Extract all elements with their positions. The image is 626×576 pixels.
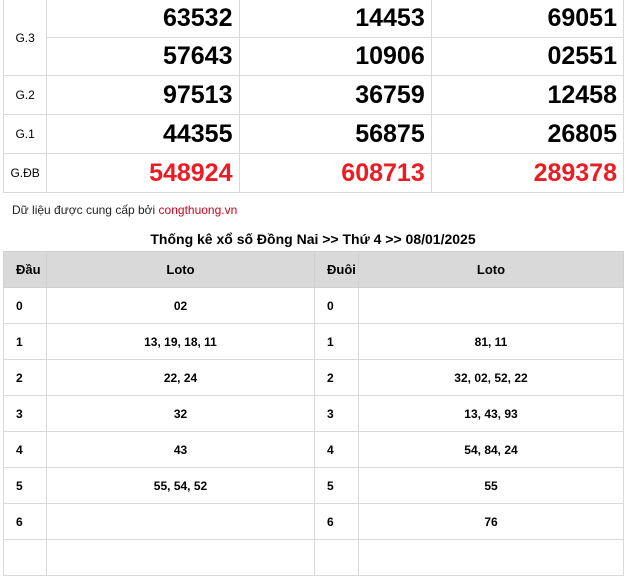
prize-label: G.1 bbox=[2, 114, 48, 154]
duoi-cell: 3 bbox=[314, 395, 359, 432]
prize-number: 97513 bbox=[46, 75, 240, 115]
header-loto: Loto bbox=[46, 251, 315, 288]
loto-table: Đầu Loto Đuôi Loto 0 02 0 1 13, 19, 18, 11 1 8… bbox=[3, 251, 624, 576]
loto-cell: 32, 02, 52, 22 bbox=[358, 359, 624, 396]
special-prize-number: 548924 bbox=[46, 153, 240, 193]
prize-row-g3-b: 57643 10906 02551 bbox=[4, 37, 625, 76]
prize-number: 10906 bbox=[238, 37, 432, 76]
loto-cell: 22, 24 bbox=[46, 359, 315, 396]
loto-cell: 13, 43, 93 bbox=[358, 395, 624, 432]
dau-cell: 5 bbox=[3, 467, 47, 504]
dau-cell: 4 bbox=[3, 431, 47, 468]
special-prize-number: 289378 bbox=[430, 153, 625, 193]
loto-cell: 13, 19, 18, 11 bbox=[46, 323, 315, 360]
prize-number: 14453 bbox=[238, 0, 432, 38]
table-row: 3 32 3 13, 43, 93 bbox=[3, 395, 624, 432]
duoi-cell: 1 bbox=[314, 323, 359, 360]
loto-cell: 02 bbox=[46, 287, 315, 324]
loto-cell bbox=[46, 503, 315, 540]
table-row: 2 22, 24 2 32, 02, 52, 22 bbox=[3, 359, 624, 396]
duoi-cell: 0 bbox=[314, 287, 359, 324]
prize-label: G.3 bbox=[2, 0, 48, 76]
duoi-cell: 2 bbox=[314, 359, 359, 396]
prize-row-g2: G.2 97513 36759 12458 bbox=[2, 75, 625, 115]
dau-cell: 1 bbox=[3, 323, 47, 360]
dau-cell: 2 bbox=[3, 359, 47, 396]
prize-number: 36759 bbox=[238, 75, 432, 115]
table-row: 1 13, 19, 18, 11 1 81, 11 bbox=[3, 323, 624, 360]
loto-cell: 76 bbox=[358, 503, 624, 540]
loto-cell: 81, 11 bbox=[358, 323, 624, 360]
prize-number: 44355 bbox=[46, 114, 240, 154]
table-row: 4 43 4 54, 84, 24 bbox=[3, 431, 624, 468]
loto-cell bbox=[358, 539, 624, 576]
prize-number: 56875 bbox=[238, 114, 432, 154]
loto-cell: 32 bbox=[46, 395, 315, 432]
duoi-cell: 4 bbox=[314, 431, 359, 468]
prize-row-special: G.ĐB 548924 608713 289378 bbox=[2, 153, 625, 193]
duoi-cell: 6 bbox=[314, 503, 359, 540]
duoi-cell: 5 bbox=[314, 467, 359, 504]
prize-number: 26805 bbox=[430, 114, 625, 154]
loto-cell: 43 bbox=[46, 431, 315, 468]
duoi-cell bbox=[314, 539, 359, 576]
dau-cell: 0 bbox=[3, 287, 47, 324]
table-row: 6 6 76 bbox=[3, 503, 624, 540]
table-row: 5 55, 54, 52 5 55 bbox=[3, 467, 624, 504]
prize-label: G.2 bbox=[2, 75, 48, 115]
loto-cell bbox=[46, 539, 315, 576]
header-dau: Đầu bbox=[3, 251, 47, 288]
prize-label: G.ĐB bbox=[2, 153, 48, 193]
source-text: Dữ liệu được cung cấp bởi bbox=[12, 203, 159, 217]
dau-cell bbox=[3, 539, 47, 576]
dau-cell: 3 bbox=[3, 395, 47, 432]
stats-title: Thống kê xổ số Đồng Nai >> Thứ 4 >> 08/0… bbox=[150, 231, 476, 247]
dau-cell: 6 bbox=[3, 503, 47, 540]
loto-header-row: Đầu Loto Đuôi Loto bbox=[3, 251, 624, 288]
prize-row-g3: G.3 63532 14453 69051 bbox=[2, 0, 625, 76]
source-link[interactable]: congthuong.vn bbox=[158, 203, 238, 217]
header-loto: Loto bbox=[358, 251, 624, 288]
loto-cell: 55, 54, 52 bbox=[46, 467, 315, 504]
data-source-note: Dữ liệu được cung cấp bởi congthuong.vn bbox=[12, 203, 237, 217]
table-row: 0 02 0 bbox=[3, 287, 624, 324]
prize-number: 02551 bbox=[430, 37, 625, 76]
prize-number: 69051 bbox=[430, 0, 625, 38]
special-prize-number: 608713 bbox=[238, 153, 432, 193]
prize-number: 57643 bbox=[46, 37, 240, 76]
prize-number: 63532 bbox=[46, 0, 240, 38]
loto-cell bbox=[358, 287, 624, 324]
prize-number: 12458 bbox=[430, 75, 625, 115]
prize-row-g1: G.1 44355 56875 26805 bbox=[2, 114, 625, 154]
loto-cell: 55 bbox=[358, 467, 624, 504]
loto-cell: 54, 84, 24 bbox=[358, 431, 624, 468]
table-row bbox=[3, 539, 624, 576]
header-duoi: Đuôi bbox=[314, 251, 359, 288]
results-table: G.3 63532 14453 69051 57643 10906 02551 … bbox=[2, 0, 625, 193]
